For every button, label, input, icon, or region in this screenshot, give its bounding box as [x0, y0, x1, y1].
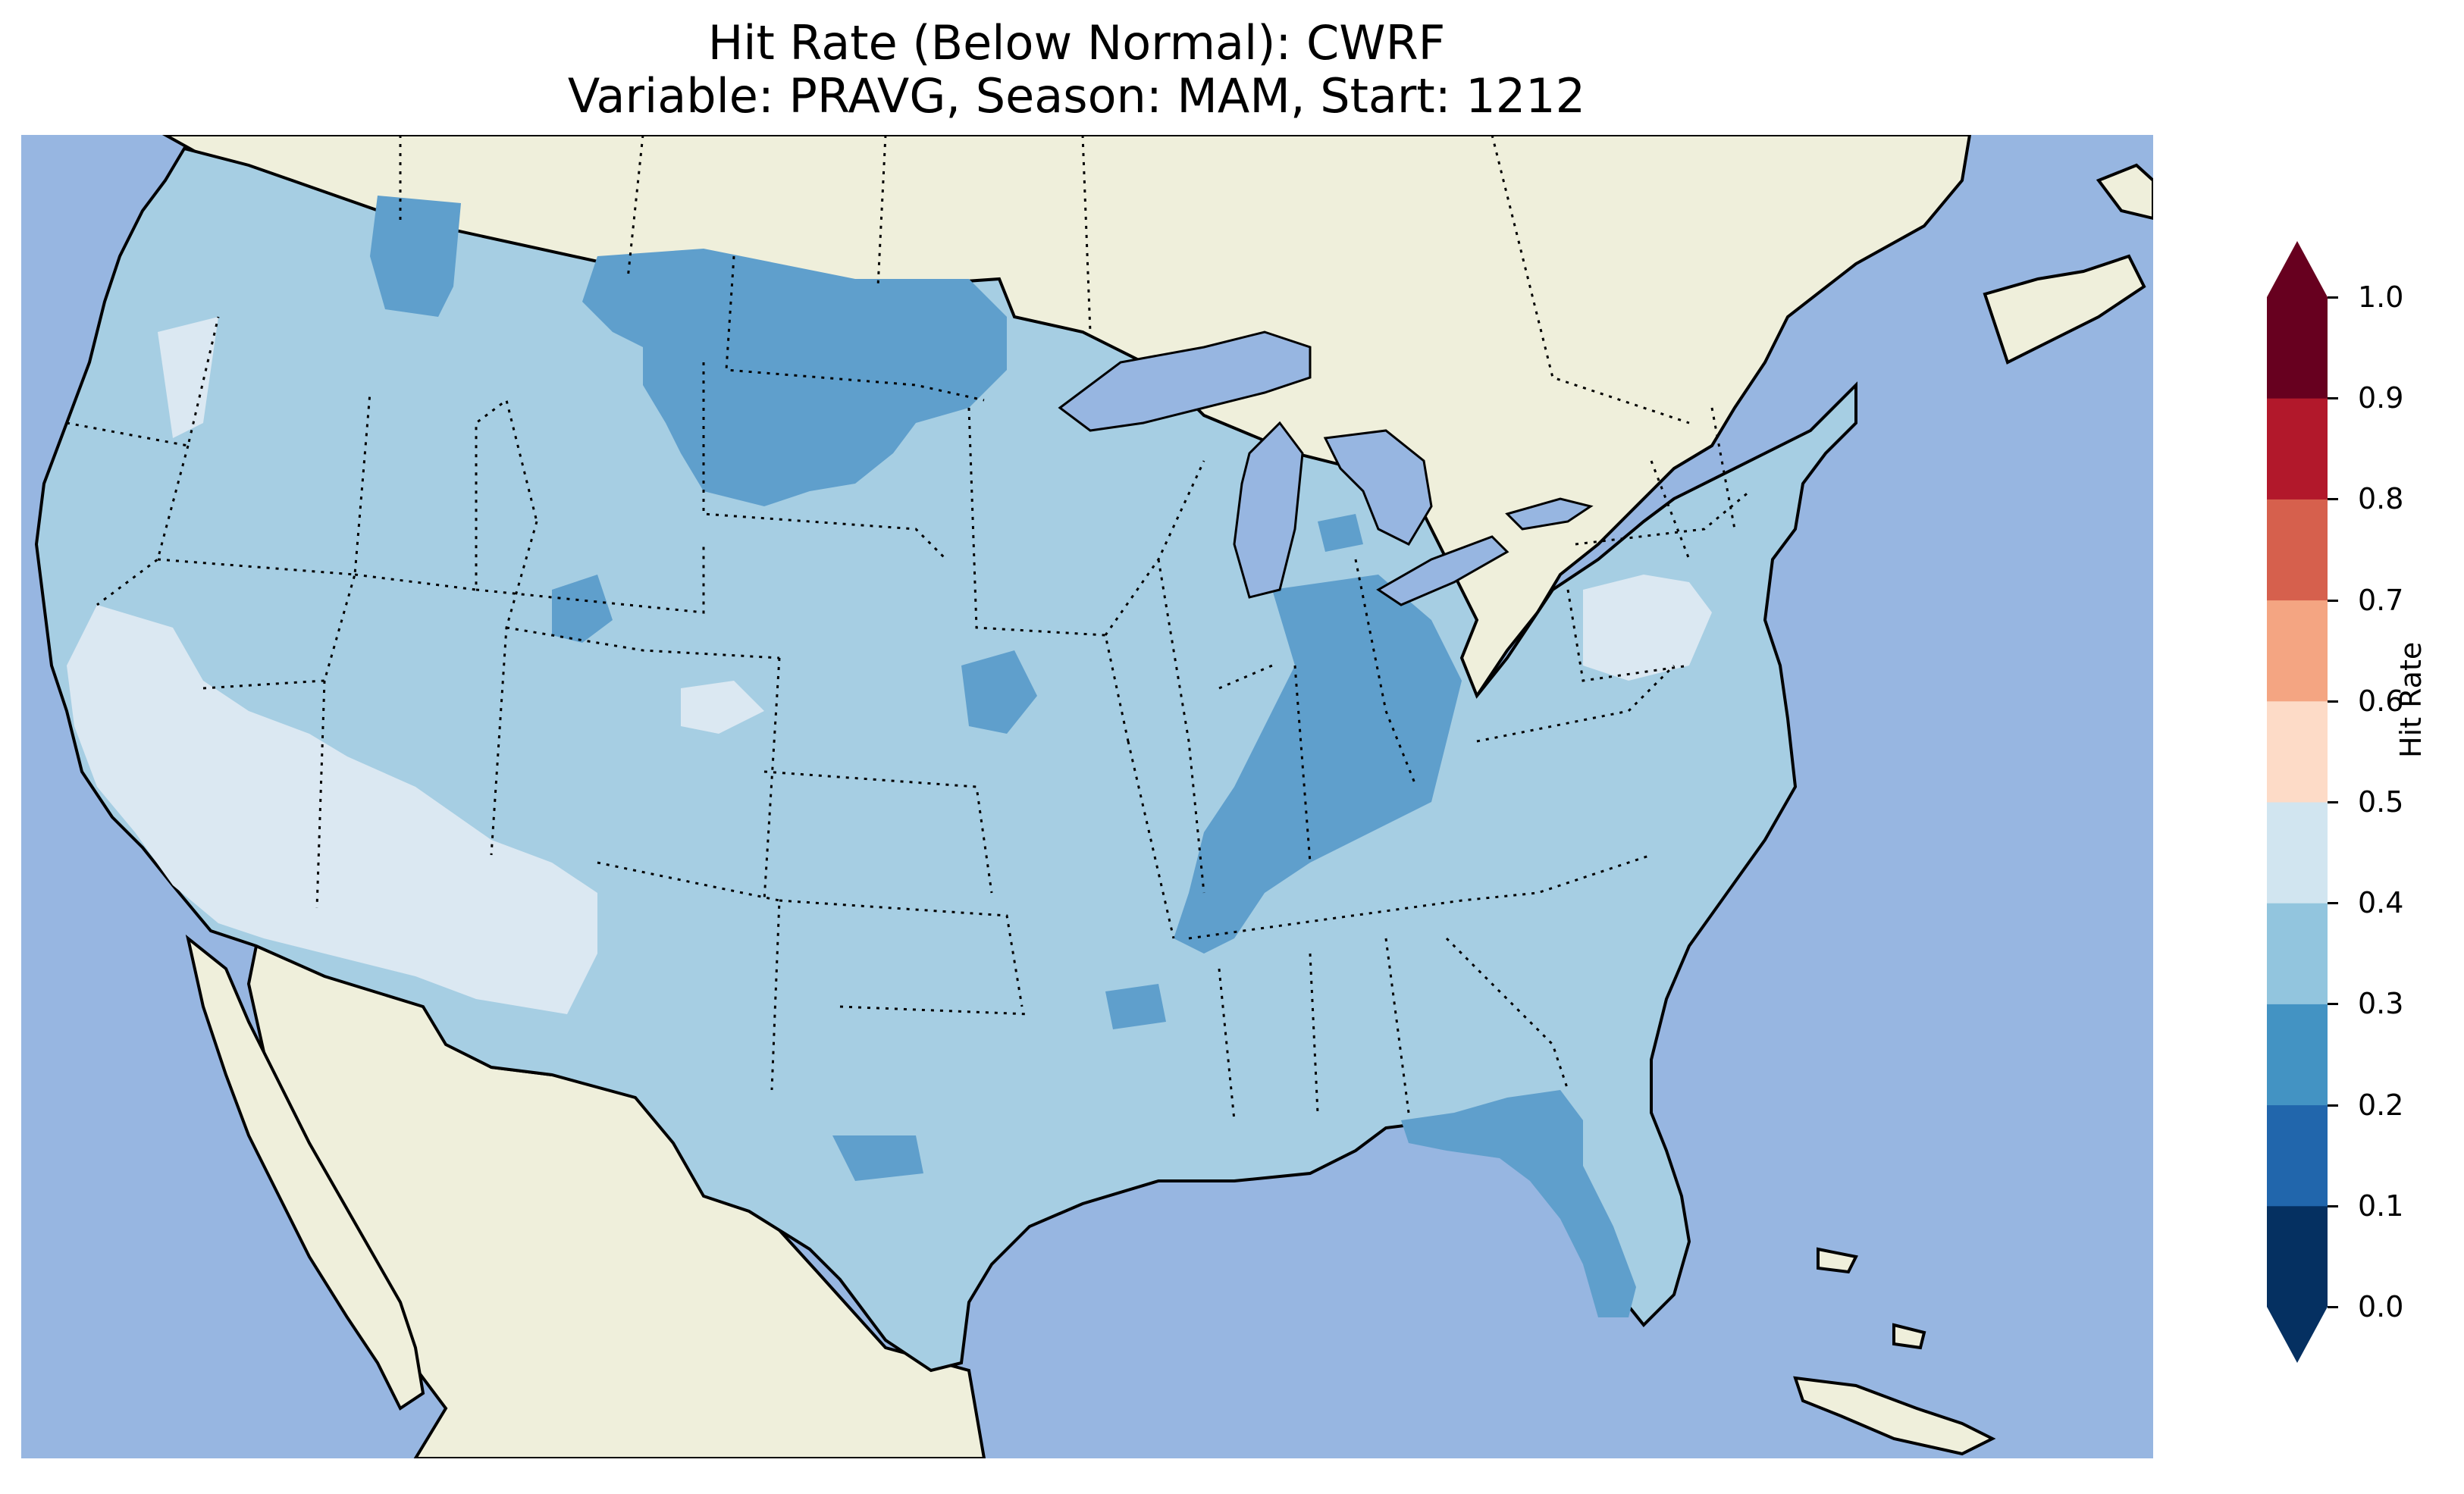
region-florida [1401, 1090, 1636, 1317]
region-arkansas-spot [1105, 984, 1166, 1029]
baja-peninsula [185, 934, 425, 1411]
bahamas-island [1892, 1323, 1926, 1350]
colorbar-segment [2267, 297, 2328, 399]
region-idaho-light [158, 317, 218, 438]
colorbar-segment [2267, 1104, 2328, 1207]
colorbar-segment [2267, 700, 2328, 803]
colorbar-segment [2267, 600, 2328, 702]
colorbar-tick-mark [2328, 902, 2338, 905]
colorbar-tick-label: 0.0 [2358, 1290, 2404, 1323]
colorbar-tick-mark [2328, 296, 2338, 299]
region-colorado-light [681, 681, 764, 734]
colorbar [2267, 241, 2328, 1363]
colorbar-tick-label: 0.2 [2358, 1088, 2404, 1122]
map-title: Hit Rate (Below Normal): CWRF [707, 15, 1446, 70]
nova-scotia [1983, 254, 2146, 365]
colorbar-tick-label: 0.8 [2358, 482, 2404, 516]
colorbar-segment [2267, 903, 2328, 1004]
colorbar-segment [2267, 499, 2328, 601]
colorbar-tick-label: 0.3 [2358, 987, 2404, 1021]
region-texas-spot [832, 1135, 923, 1181]
colorbar-tick-label: 0.7 [2358, 583, 2404, 617]
colorbar-tick-mark [2328, 1003, 2338, 1006]
newfoundland-bit [2096, 163, 2153, 221]
lake-ontario [1505, 497, 1594, 531]
colorbar-segment [2267, 398, 2328, 500]
colorbar-tick-mark [2328, 599, 2338, 602]
region-ohio-valley [1174, 575, 1462, 954]
region-wyoming-spot [552, 575, 613, 643]
colorbar-tick-label: 0.9 [2358, 381, 2404, 415]
colorbar-extend-bottom [2267, 1307, 2328, 1363]
colorbar-tick-mark [2328, 498, 2338, 501]
colorbar-tick-label: 0.1 [2358, 1189, 2404, 1223]
cuba-island [1793, 1376, 1996, 1456]
bahamas-island [1817, 1247, 1858, 1274]
colorbar-tick-mark [2328, 1204, 2338, 1207]
colorbar-segment [2267, 1205, 2328, 1308]
colorbar-segments [2267, 297, 2328, 1308]
lake-superior [1058, 330, 1312, 432]
colorbar-label: Hit Rate [2394, 641, 2428, 758]
region-iowa-spot [961, 650, 1037, 734]
lake-huron [1323, 429, 1433, 546]
colorbar-tick-mark [2328, 1306, 2338, 1308]
region-northern-plains [582, 249, 1007, 506]
state-borders [66, 255, 1751, 1121]
region-pennsylvania [1583, 575, 1712, 681]
region-michigan-spot [1318, 514, 1363, 552]
lake-erie [1376, 535, 1509, 606]
region-montana-west [370, 196, 461, 317]
colorbar-segment [2267, 1004, 2328, 1106]
colorbar-tick-label: 0.6 [2358, 684, 2404, 718]
colorbar-tick-label: 0.4 [2358, 886, 2404, 920]
colorbar-tick-label: 1.0 [2358, 280, 2404, 314]
colorbar-tick-mark [2328, 700, 2338, 703]
canada-province-borders [399, 135, 1690, 424]
region-southwest [67, 605, 597, 1014]
map-panel [21, 135, 2153, 1458]
colorbar-tick-mark [2328, 1104, 2338, 1107]
map-subtitle: Variable: PRAVG, Season: MAM, Start: 121… [567, 68, 1586, 124]
colorbar-segment [2267, 802, 2328, 904]
colorbar-tick-mark [2328, 397, 2338, 400]
colorbar-tick-mark [2328, 801, 2338, 803]
lake-michigan [1233, 421, 1304, 599]
colorbar-tick-label: 0.5 [2358, 785, 2404, 819]
colorbar-extend-top [2267, 241, 2328, 297]
